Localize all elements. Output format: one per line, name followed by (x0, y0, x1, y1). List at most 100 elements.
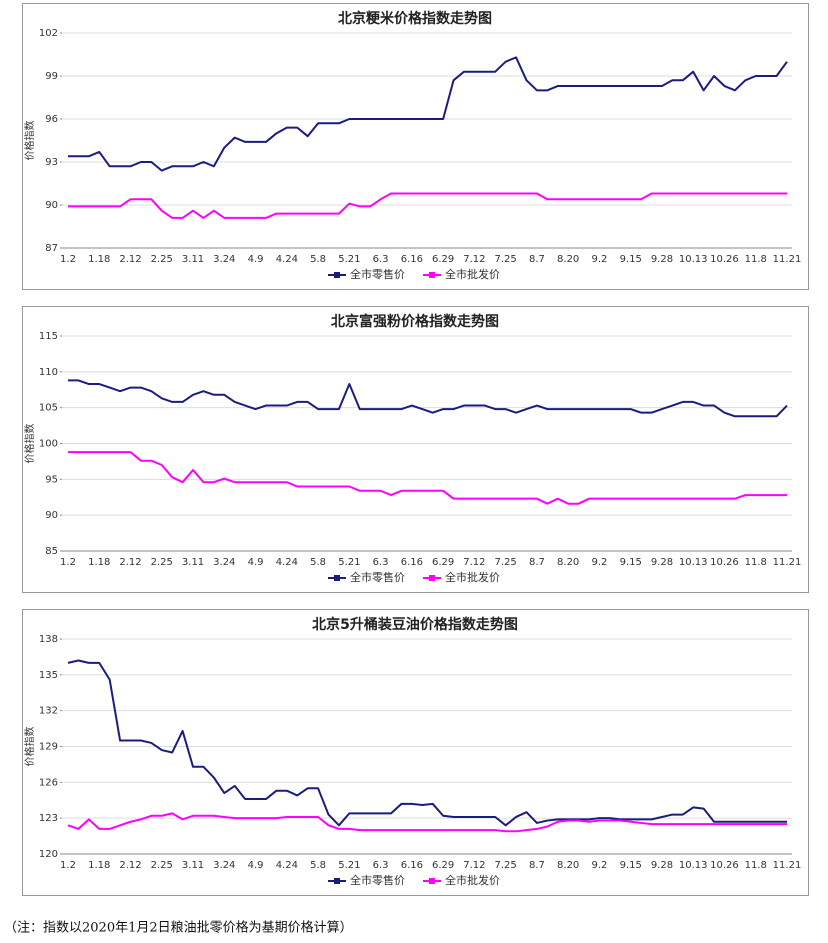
y-tick-label: 99 (45, 71, 58, 82)
chart-frame (22, 609, 809, 896)
x-tick-label: 4.9 (248, 557, 264, 568)
legend-label: 全市批发价 (445, 267, 500, 281)
y-tick-label: 87 (45, 243, 58, 254)
x-tick-label: 4.9 (248, 254, 264, 265)
y-tick-label: 132 (39, 706, 58, 717)
chart-title: 北京5升桶装豆油价格指数走势图 (312, 616, 518, 633)
series-line (67, 812, 787, 833)
x-tick-label: 10.13 (679, 557, 708, 568)
legend-marker (429, 575, 435, 581)
x-tick-label: 5.8 (310, 557, 326, 568)
x-tick-label: 5.8 (310, 860, 326, 871)
x-tick-label: 6.29 (432, 557, 454, 568)
x-tick-label: 8.7 (529, 254, 545, 265)
x-tick-label: 6.3 (373, 254, 389, 265)
y-tick-label: 110 (39, 367, 58, 378)
x-tick-label: 5.21 (338, 557, 360, 568)
x-tick-label: 2.12 (119, 254, 141, 265)
x-tick-label: 8.20 (557, 254, 579, 265)
x-tick-label: 3.11 (182, 557, 204, 568)
series-line (68, 379, 788, 418)
series-line (67, 659, 787, 827)
y-axis-label: 价格指数 (23, 424, 36, 464)
x-tick-label: 6.16 (401, 557, 423, 568)
x-tick-label: 5.21 (338, 254, 360, 265)
x-tick-label: 4.24 (276, 860, 298, 871)
x-tick-label: 7.12 (463, 557, 485, 568)
x-tick-label: 6.3 (373, 860, 389, 871)
x-tick-label: 5.21 (338, 860, 360, 871)
x-tick-label: 10.13 (679, 860, 708, 871)
y-tick-label: 129 (39, 742, 58, 753)
x-tick-label: 7.25 (495, 254, 517, 265)
x-tick-label: 11.8 (745, 254, 767, 265)
x-tick-label: 1.18 (88, 860, 110, 871)
y-tick-label: 100 (39, 439, 58, 450)
x-tick-label: 9.2 (591, 860, 607, 871)
x-tick-label: 10.13 (679, 254, 708, 265)
x-tick-label: 1.18 (88, 557, 110, 568)
x-tick-label: 3.24 (213, 557, 235, 568)
chart-title: 北京粳米价格指数走势图 (338, 10, 492, 27)
legend-marker (334, 575, 340, 581)
x-tick-label: 11.8 (745, 557, 767, 568)
x-tick-label: 1.2 (60, 557, 76, 568)
x-tick-label: 8.7 (529, 557, 545, 568)
y-tick-label: 120 (39, 849, 58, 860)
y-tick-label: 93 (45, 157, 58, 168)
x-tick-label: 6.16 (401, 254, 423, 265)
x-tick-label: 7.25 (495, 557, 517, 568)
legend-label: 全市零售价 (350, 570, 405, 584)
x-tick-label: 6.16 (401, 860, 423, 871)
x-tick-label: 3.24 (213, 860, 235, 871)
chart-title: 北京富强粉价格指数走势图 (331, 313, 499, 330)
y-axis-label: 价格指数 (23, 121, 36, 161)
x-tick-label: 11.21 (773, 254, 802, 265)
legend-marker (429, 878, 435, 884)
series-line (68, 451, 787, 505)
x-tick-label: 5.8 (310, 254, 326, 265)
series-line (68, 192, 787, 219)
legend-label: 全市零售价 (350, 267, 405, 281)
x-tick-label: 10.26 (710, 254, 739, 265)
y-tick-label: 126 (39, 777, 58, 788)
y-tick-label: 96 (45, 114, 58, 125)
x-tick-label: 1.2 (60, 254, 76, 265)
x-tick-label: 4.24 (276, 557, 298, 568)
x-tick-label: 3.11 (182, 860, 204, 871)
x-tick-label: 11.8 (745, 860, 767, 871)
x-tick-label: 2.12 (119, 557, 141, 568)
x-tick-label: 2.25 (151, 557, 173, 568)
x-tick-label: 2.12 (119, 860, 141, 871)
x-tick-label: 11.21 (773, 557, 802, 568)
x-tick-label: 1.2 (60, 860, 76, 871)
x-tick-label: 9.28 (651, 860, 673, 871)
x-tick-label: 2.25 (151, 860, 173, 871)
x-tick-label: 6.3 (373, 557, 389, 568)
x-tick-label: 7.25 (495, 860, 517, 871)
x-tick-label: 9.28 (651, 557, 673, 568)
y-tick-label: 90 (45, 510, 58, 521)
legend-marker (334, 272, 340, 278)
x-tick-label: 9.2 (591, 254, 607, 265)
x-tick-label: 7.12 (463, 254, 485, 265)
x-tick-label: 3.24 (213, 254, 235, 265)
x-tick-label: 6.29 (432, 860, 454, 871)
x-tick-label: 4.9 (248, 860, 264, 871)
x-tick-label: 8.7 (529, 860, 545, 871)
legend-label: 全市零售价 (350, 873, 405, 887)
x-tick-label: 4.24 (276, 254, 298, 265)
x-tick-label: 1.18 (88, 254, 110, 265)
x-tick-label: 9.15 (620, 254, 642, 265)
x-tick-label: 9.15 (620, 860, 642, 871)
x-tick-label: 8.20 (557, 860, 579, 871)
legend-marker (429, 272, 435, 278)
x-tick-label: 8.20 (557, 557, 579, 568)
series-line (68, 56, 788, 172)
x-tick-label: 3.11 (182, 254, 204, 265)
x-tick-label: 9.2 (591, 557, 607, 568)
y-tick-label: 138 (39, 634, 58, 645)
y-tick-label: 102 (39, 28, 58, 39)
x-tick-label: 9.28 (651, 254, 673, 265)
y-tick-label: 123 (39, 813, 58, 824)
